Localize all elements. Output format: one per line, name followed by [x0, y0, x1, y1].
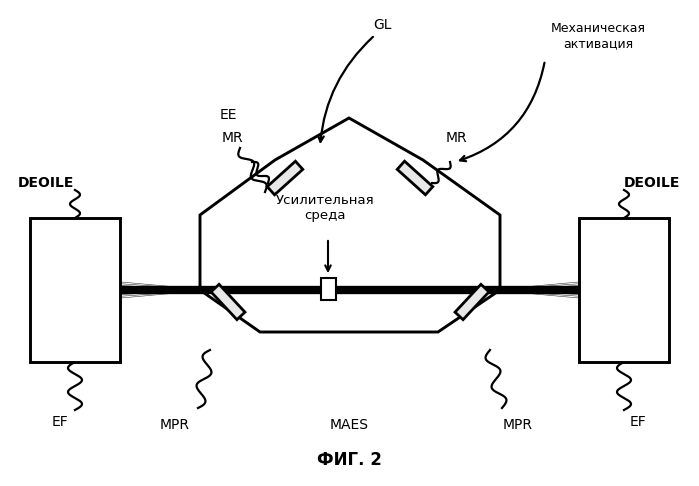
Text: DEOILE: DEOILE	[18, 176, 74, 190]
Text: DEOILE: DEOILE	[624, 176, 680, 190]
Text: EE: EE	[219, 108, 237, 122]
Polygon shape	[267, 161, 303, 195]
Text: ФИГ. 2: ФИГ. 2	[317, 451, 382, 469]
Text: EF: EF	[52, 415, 69, 429]
Text: MR: MR	[445, 131, 467, 145]
Text: Механическая
активация: Механическая активация	[551, 22, 645, 50]
Bar	[30, 218, 120, 362]
Text: MPR: MPR	[503, 418, 533, 432]
Polygon shape	[200, 118, 500, 332]
Bar	[321, 278, 336, 300]
Polygon shape	[455, 284, 489, 320]
Text: MAES: MAES	[329, 418, 368, 432]
Polygon shape	[397, 161, 433, 195]
Text: GL: GL	[374, 18, 392, 32]
Text: EF: EF	[630, 415, 647, 429]
Polygon shape	[211, 284, 245, 320]
Bar	[579, 218, 669, 362]
Text: MR: MR	[221, 131, 243, 145]
Text: Усилительная
среда: Усилительная среда	[275, 194, 374, 222]
Text: MPR: MPR	[160, 418, 190, 432]
